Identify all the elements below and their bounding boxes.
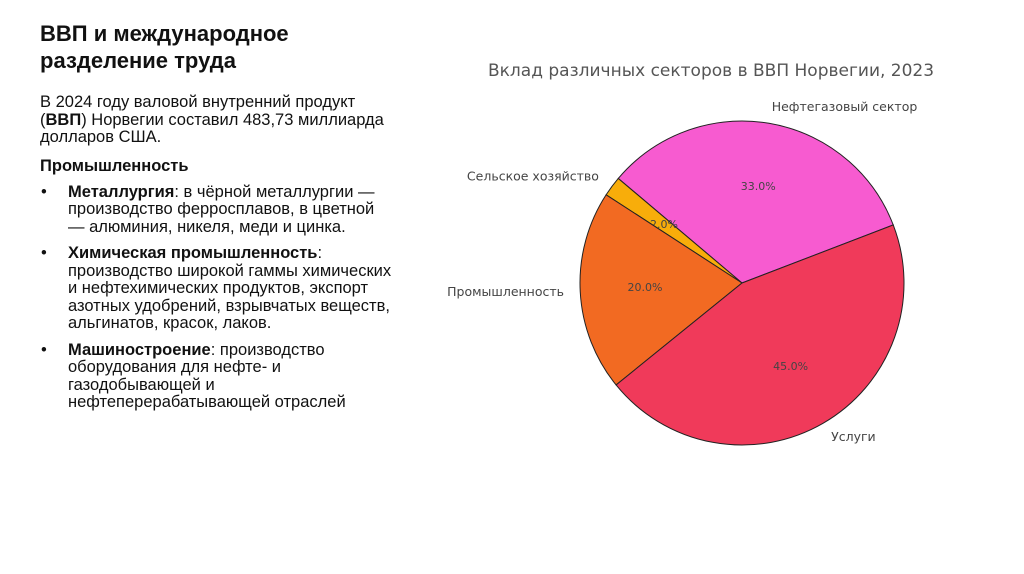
bullet-term: Машиностроение xyxy=(68,340,211,359)
chart: Вклад различных секторов в ВВП Норвегии,… xyxy=(447,61,934,446)
bold-text: ВВП xyxy=(45,110,82,129)
pie-slice xyxy=(617,120,894,284)
slice-label: Сельское хозяйство xyxy=(467,168,599,183)
text-column: ВВП и международное разделение труда В 2… xyxy=(40,20,392,421)
bullet-item: Машиностроение: производство оборудовани… xyxy=(41,340,392,412)
value-label: 20.0% xyxy=(627,281,662,294)
slide-title: ВВП и международное разделение труда xyxy=(40,21,289,73)
bullet-item: Химическая промышленность: производство … xyxy=(41,244,392,333)
section-heading: Промышленность xyxy=(40,156,189,175)
pie-slice xyxy=(579,194,743,386)
bullet-list: Металлургия: в чёрной металлургии — прои… xyxy=(40,182,392,412)
chart-title: Вклад различных секторов в ВВП Норвегии,… xyxy=(488,61,934,81)
pie-slice xyxy=(615,224,905,446)
bullet-text: : производство оборудования для нефте- и… xyxy=(68,340,346,411)
bullet-text: : производство широкой гаммы химических … xyxy=(68,244,392,332)
intro: В 2024 году валовой внутренний продукт (… xyxy=(40,93,392,147)
value-label: 33.0% xyxy=(741,180,776,193)
bullet-term: Химическая промышленность xyxy=(68,244,318,262)
bullet-item: Металлургия: в чёрной металлургии — прои… xyxy=(41,182,392,237)
slice-label: Промышленность xyxy=(447,284,564,299)
slice-label: Услуги xyxy=(831,429,876,444)
value-label: 45.0% xyxy=(773,360,808,373)
text: В 2024 году валовой внутренний продукт ( xyxy=(40,93,356,129)
bullet-term: Металлургия xyxy=(68,182,175,201)
text: ) Норвегии составил 483,73 миллиарда дол… xyxy=(40,110,384,146)
bullet-text: : в чёрной металлургии — производство фе… xyxy=(68,182,375,236)
slice-label: Нефтегазовый сектор xyxy=(772,99,918,114)
